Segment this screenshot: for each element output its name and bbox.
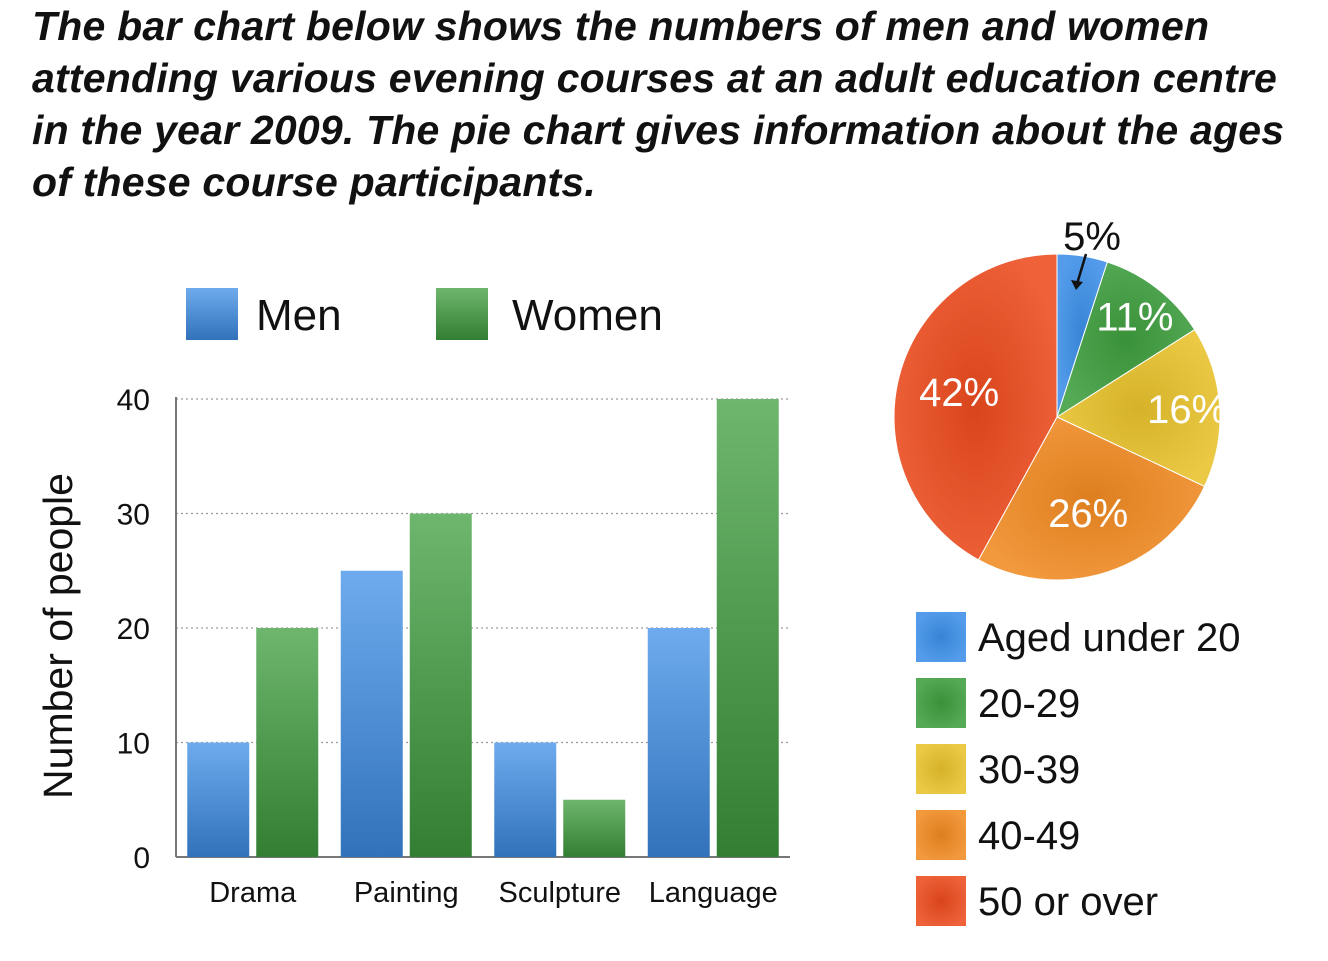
y-axis-label: Number of people xyxy=(35,473,81,799)
y-tick-label: 0 xyxy=(133,842,150,875)
bar-women-language xyxy=(716,399,779,857)
bar-men-sculpture xyxy=(494,742,557,857)
bar-women-drama xyxy=(256,628,319,857)
pie-slice-5 xyxy=(893,253,1058,561)
pie-legend-label-3: 30-39 xyxy=(978,748,1080,792)
pie-value-label: 5% xyxy=(1063,215,1121,259)
x-tick-label: Painting xyxy=(354,877,459,909)
pie-value-label: 42% xyxy=(919,371,999,415)
legend-label-women: Women xyxy=(512,291,663,340)
task-prompt: The bar chart below shows the numbers of… xyxy=(32,3,1285,205)
y-tick-label: 10 xyxy=(117,728,150,761)
pie-slice-2 xyxy=(1056,261,1196,419)
pie-legend-swatch-5 xyxy=(916,876,966,926)
y-tick-label: 40 xyxy=(117,384,150,417)
y-tick-label: 30 xyxy=(117,499,150,532)
bar-chart: 0 10 20 30 40 Number of people Drama Painting Sc… xyxy=(35,288,790,909)
legend-label-men: Men xyxy=(256,291,342,340)
pie-legend-label-2: 20-29 xyxy=(978,682,1080,726)
bar-men-drama xyxy=(187,742,250,857)
pie-legend-label-5: 50 or over xyxy=(978,880,1158,924)
pie-legend-swatch-4 xyxy=(916,810,966,860)
pie-slice-3 xyxy=(1055,328,1221,488)
pie-legend-swatch-1 xyxy=(916,612,966,662)
legend-swatch-men xyxy=(186,288,238,340)
pie-legend-label-1: Aged under 20 xyxy=(978,616,1240,660)
pie-value-label: 26% xyxy=(1048,492,1128,536)
pie-chart: 5% 11% 16% 26% 42% Aged under 20 20-29 30-39 40-… xyxy=(893,215,1240,926)
pie-value-label: 11% xyxy=(1096,296,1173,340)
pie-legend-swatch-2 xyxy=(916,678,966,728)
pie-legend-swatch-3 xyxy=(916,744,966,794)
pie-pointer-arrowhead xyxy=(1071,280,1083,290)
pie-legend-label-4: 40-49 xyxy=(978,814,1080,858)
bar-women-sculpture xyxy=(563,799,626,857)
legend-swatch-women xyxy=(436,288,488,340)
x-tick-label: Sculpture xyxy=(498,877,621,909)
bar-women-painting xyxy=(409,513,472,857)
bar-men-painting xyxy=(340,570,403,857)
pie-pointer-line xyxy=(1075,253,1088,285)
pie-value-label: 16% xyxy=(1147,388,1227,432)
bar-men-language xyxy=(647,628,710,857)
x-tick-label: Language xyxy=(649,877,778,909)
y-tick-label: 20 xyxy=(117,613,150,646)
x-tick-label: Drama xyxy=(209,877,297,909)
